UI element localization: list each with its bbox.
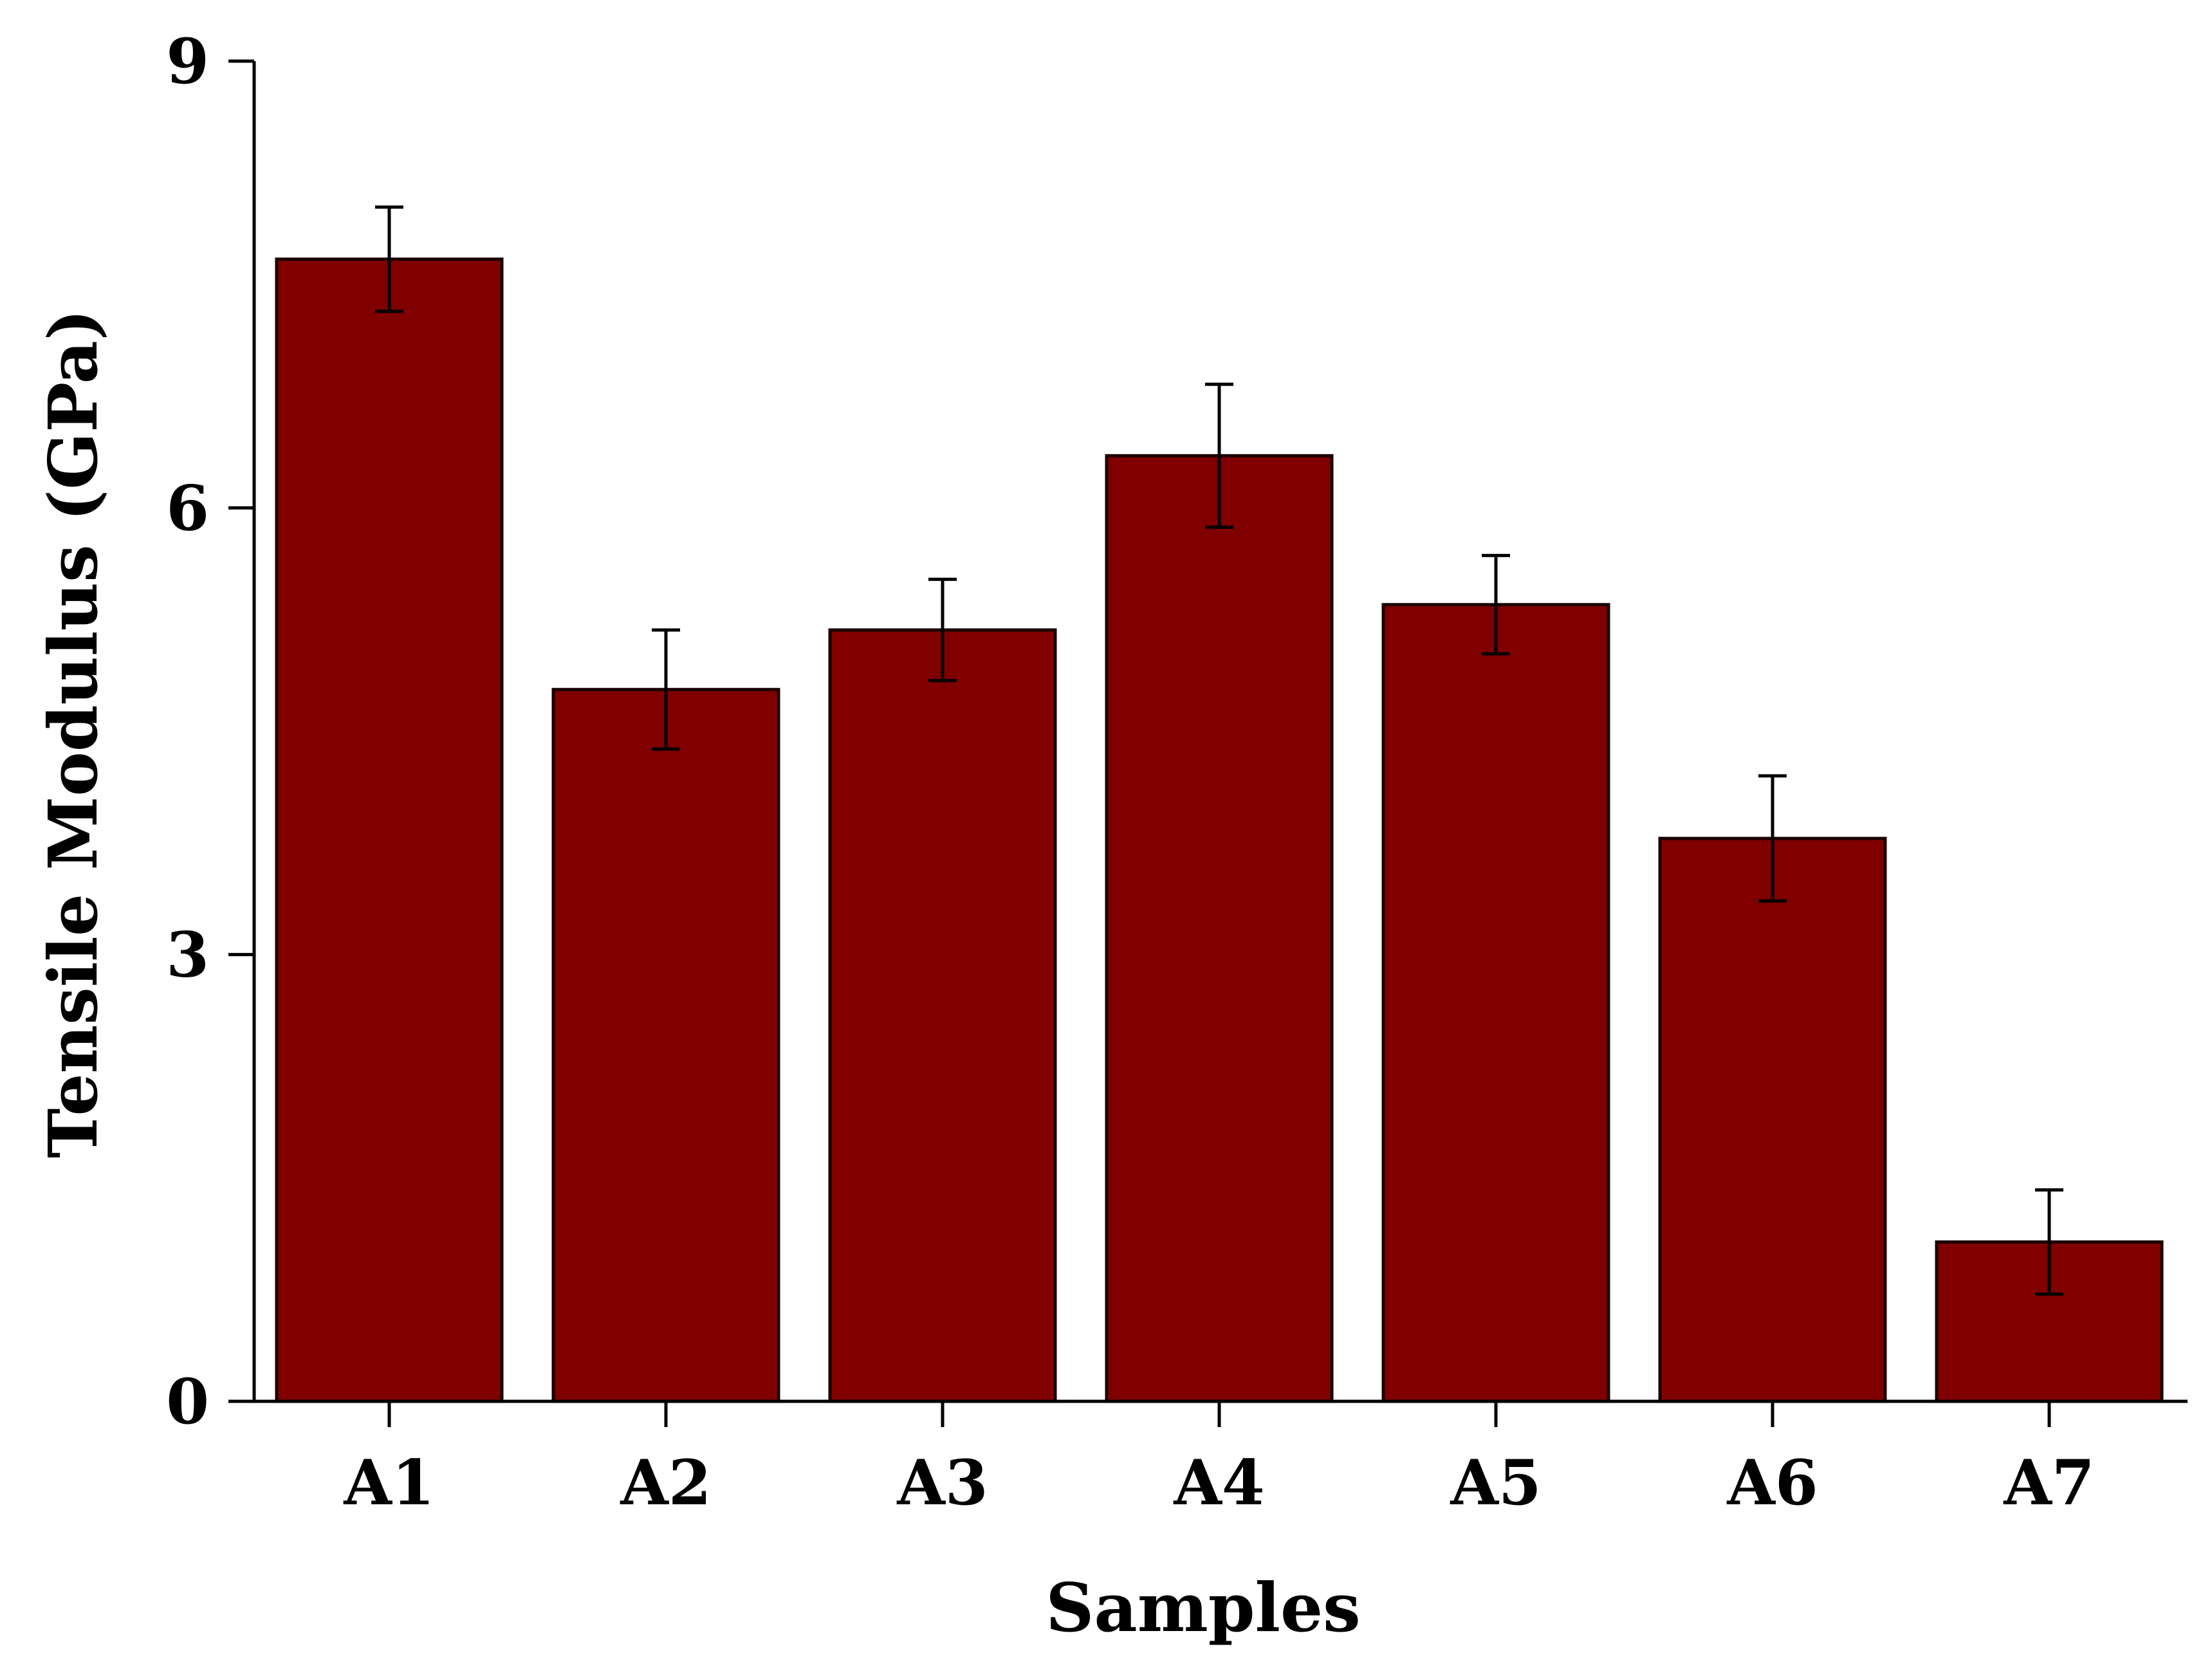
- x-axis-title: Samples: [1046, 1568, 1360, 1647]
- x-tick-label-a5: A5: [1450, 1446, 1541, 1519]
- bar-a3: [828, 628, 1057, 1403]
- ticks-layer: [228, 59, 2051, 1427]
- bar-a4: [1105, 454, 1334, 1403]
- error-bar-a5: [1482, 553, 1510, 656]
- x-tick-label-a3: A3: [896, 1446, 988, 1519]
- bar-a1: [275, 257, 504, 1403]
- labels-layer: A1 A2 A3 A4 A5 A6 A7 0 3 6 9: [166, 25, 2094, 1519]
- error-bar-a7: [2035, 1188, 2063, 1296]
- error-bar-a6: [1758, 774, 1787, 903]
- y-axis-title: Tensile Modulus (GPa): [33, 309, 113, 1158]
- bar-a2: [551, 688, 780, 1403]
- error-bar-a1: [375, 205, 403, 313]
- x-tick-label-a1: A1: [343, 1446, 434, 1519]
- x-tick-label-a2: A2: [620, 1446, 711, 1519]
- error-bar-a4: [1205, 382, 1233, 529]
- bar-a6: [1658, 836, 1887, 1403]
- error-bar-a2: [652, 628, 680, 751]
- x-tick-label-a7: A7: [2003, 1446, 2094, 1519]
- error-bars-layer: [375, 205, 2063, 1296]
- x-tick-label-a6: A6: [1726, 1446, 1818, 1519]
- bars-layer: [275, 257, 2164, 1403]
- x-tick-label-a4: A4: [1173, 1446, 1264, 1519]
- y-tick-label-9: 9: [166, 25, 209, 98]
- bar-a5: [1381, 603, 1610, 1403]
- error-bar-a3: [928, 577, 957, 683]
- y-tick-label-3: 3: [166, 919, 209, 991]
- y-tick-label-0: 0: [166, 1365, 209, 1438]
- y-tick-label-6: 6: [166, 472, 209, 544]
